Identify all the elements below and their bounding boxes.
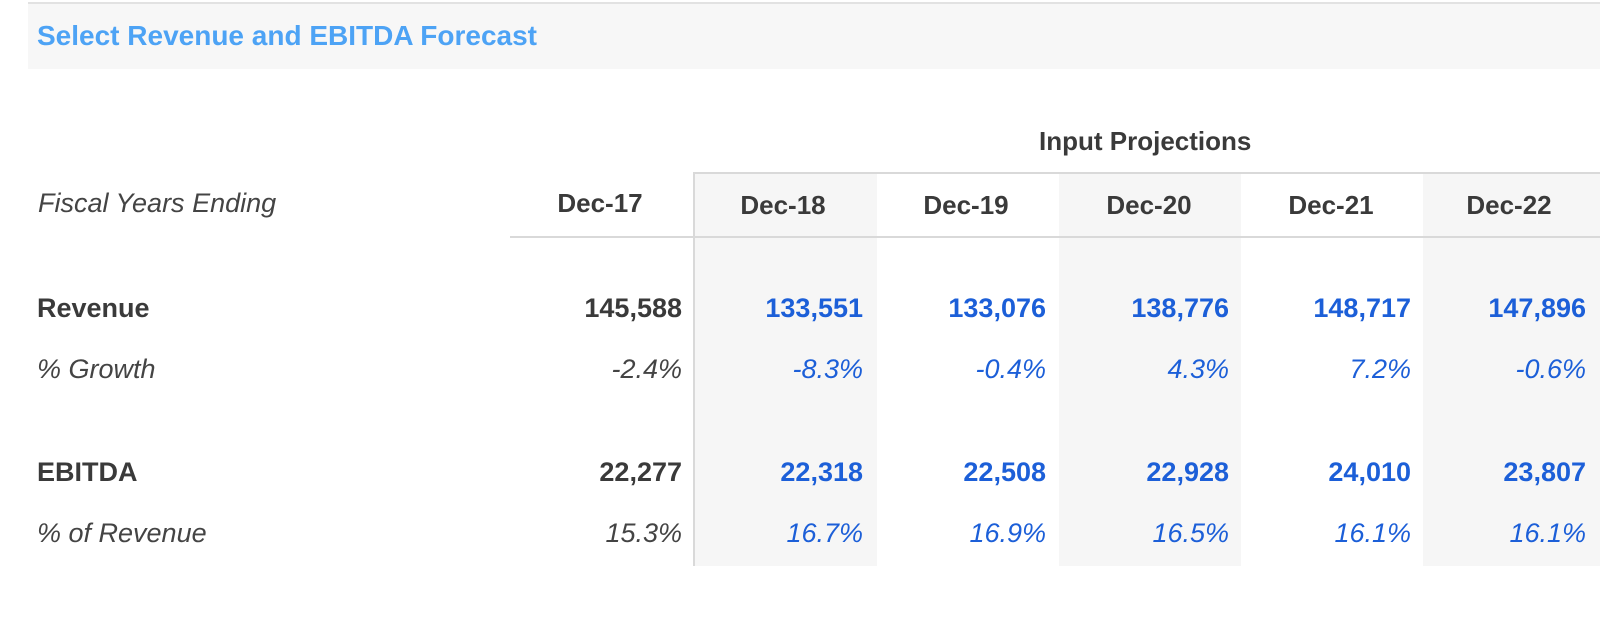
section-header: Select Revenue and EBITDA Forecast xyxy=(28,2,1600,69)
growth-dec-20: 4.3% xyxy=(1167,354,1229,384)
growth-dec-17: -2.4% xyxy=(611,354,682,384)
margin-dec-18: 16.7% xyxy=(786,518,863,548)
row-label-revenue: Revenue xyxy=(37,293,150,323)
growth-dec-18: -8.3% xyxy=(792,354,863,384)
column-header-dec-19: Dec-19 xyxy=(923,190,1009,220)
revenue-dec-22-input[interactable]: 147,896 xyxy=(1488,293,1586,323)
projections-divider xyxy=(693,172,695,566)
column-header-dec-17: Dec-17 xyxy=(557,188,643,218)
header-bottom-rule xyxy=(510,236,1600,238)
column-header-dec-21: Dec-21 xyxy=(1288,190,1374,220)
ebitda-dec-21-input[interactable]: 24,010 xyxy=(1328,457,1411,487)
ebitda-dec-18-input[interactable]: 22,318 xyxy=(780,457,863,487)
projections-top-rule xyxy=(693,172,1600,174)
margin-dec-21: 16.1% xyxy=(1334,518,1411,548)
ebitda-dec-17: 22,277 xyxy=(599,457,682,487)
margin-dec-19: 16.9% xyxy=(969,518,1046,548)
revenue-dec-21-input[interactable]: 148,717 xyxy=(1313,293,1411,323)
revenue-dec-17: 145,588 xyxy=(584,293,682,323)
growth-dec-19: -0.4% xyxy=(975,354,1046,384)
ebitda-dec-19-input[interactable]: 22,508 xyxy=(963,457,1046,487)
revenue-dec-18-input[interactable]: 133,551 xyxy=(765,293,863,323)
input-projections-label: Input Projections xyxy=(1039,126,1252,156)
margin-dec-17: 15.3% xyxy=(605,518,682,548)
growth-dec-22: -0.6% xyxy=(1515,354,1586,384)
revenue-dec-20-input[interactable]: 138,776 xyxy=(1131,293,1229,323)
ebitda-dec-22-input[interactable]: 23,807 xyxy=(1503,457,1586,487)
row-label-ebitda: EBITDA xyxy=(37,457,138,487)
section-title: Select Revenue and EBITDA Forecast xyxy=(37,20,538,51)
margin-dec-20: 16.5% xyxy=(1152,518,1229,548)
row-label-margin: % of Revenue xyxy=(37,518,207,548)
growth-dec-21: 7.2% xyxy=(1349,354,1411,384)
row-label-growth: % Growth xyxy=(37,354,156,384)
revenue-dec-19-input[interactable]: 133,076 xyxy=(948,293,1046,323)
column-header-dec-20: Dec-20 xyxy=(1106,190,1192,220)
margin-dec-22: 16.1% xyxy=(1509,518,1586,548)
column-header-dec-18: Dec-18 xyxy=(740,190,826,220)
column-header-dec-22: Dec-22 xyxy=(1466,190,1552,220)
fiscal-years-label: Fiscal Years Ending xyxy=(38,188,277,218)
ebitda-dec-20-input[interactable]: 22,928 xyxy=(1146,457,1229,487)
